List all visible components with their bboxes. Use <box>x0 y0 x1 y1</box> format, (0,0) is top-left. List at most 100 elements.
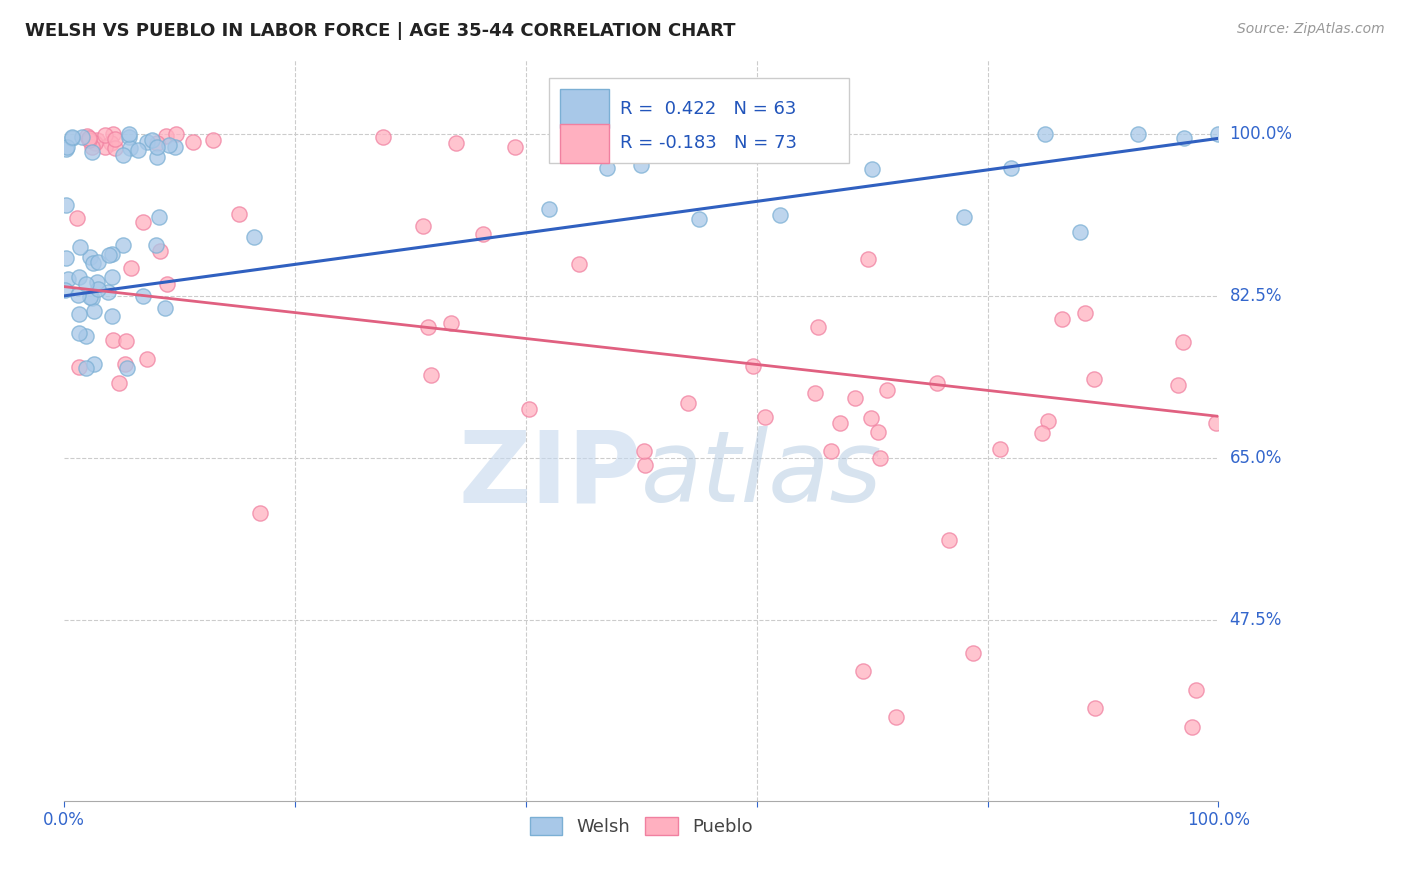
Point <box>56 272 79 286</box>
Point <box>146 140 169 154</box>
Point <box>537 202 560 216</box>
Point <box>927 376 949 390</box>
Point <box>1069 225 1091 239</box>
Point <box>155 128 177 143</box>
Point <box>136 351 159 366</box>
Point <box>1173 334 1195 349</box>
Text: WELSH VS PUEBLO IN LABOR FORCE | AGE 35-44 CORRELATION CHART: WELSH VS PUEBLO IN LABOR FORCE | AGE 35-… <box>25 22 735 40</box>
Point <box>120 261 142 276</box>
Point <box>807 320 830 334</box>
Point <box>55 251 77 265</box>
Point <box>876 384 898 398</box>
Point <box>77 131 100 145</box>
Point <box>804 386 827 401</box>
Point <box>82 140 104 154</box>
Point <box>165 127 187 141</box>
Point <box>148 244 170 258</box>
Point <box>114 334 136 348</box>
Point <box>76 128 98 143</box>
Point <box>101 309 124 323</box>
Point <box>1205 416 1227 430</box>
Point <box>860 411 883 425</box>
Point <box>97 248 120 262</box>
Point <box>97 285 120 300</box>
Point <box>118 128 141 142</box>
Point <box>118 141 141 155</box>
Text: 82.5%: 82.5% <box>1230 287 1282 305</box>
Point <box>1052 311 1074 326</box>
Point <box>132 288 155 302</box>
Point <box>1083 371 1105 385</box>
FancyBboxPatch shape <box>561 124 609 162</box>
Point <box>146 150 169 164</box>
Text: R = -0.183   N = 73: R = -0.183 N = 73 <box>620 135 797 153</box>
Text: Source: ZipAtlas.com: Source: ZipAtlas.com <box>1237 22 1385 37</box>
Text: R =  0.422   N = 63: R = 0.422 N = 63 <box>620 100 797 118</box>
Point <box>101 333 124 347</box>
Point <box>141 133 163 147</box>
FancyBboxPatch shape <box>561 89 609 128</box>
Point <box>55 198 77 212</box>
Point <box>55 283 77 297</box>
Point <box>83 358 105 372</box>
Point <box>1185 682 1208 697</box>
Point <box>1181 720 1204 734</box>
Point <box>111 238 134 252</box>
Point <box>86 275 108 289</box>
Point <box>118 130 141 145</box>
Point <box>1126 127 1149 141</box>
Point <box>953 211 976 225</box>
Point <box>416 320 439 334</box>
Point <box>70 129 93 144</box>
Point <box>100 136 122 150</box>
Point <box>373 130 395 145</box>
Point <box>860 162 883 177</box>
Point <box>938 533 960 548</box>
Point <box>93 140 115 154</box>
Point <box>56 140 79 154</box>
Point <box>136 135 159 149</box>
Point <box>114 357 136 371</box>
Point <box>55 142 77 156</box>
Point <box>1084 701 1107 715</box>
Point <box>412 219 434 233</box>
Point <box>145 238 167 252</box>
Point <box>249 506 271 520</box>
Point <box>988 442 1011 456</box>
Point <box>101 270 124 285</box>
Point <box>472 227 495 241</box>
Point <box>828 417 851 431</box>
Point <box>93 128 115 142</box>
Point <box>67 287 90 301</box>
Point <box>1074 306 1097 320</box>
Point <box>866 425 889 439</box>
Point <box>844 391 866 405</box>
Point <box>202 133 225 147</box>
Point <box>1173 130 1195 145</box>
Point <box>634 458 657 473</box>
Point <box>82 255 104 269</box>
Point <box>153 301 176 316</box>
Point <box>75 277 97 292</box>
Point <box>856 252 879 267</box>
Point <box>228 207 250 221</box>
Point <box>77 133 100 147</box>
Point <box>633 444 655 458</box>
Point <box>83 136 105 151</box>
Point <box>852 664 875 678</box>
Point <box>962 646 984 660</box>
Legend: Welsh, Pueblo: Welsh, Pueblo <box>520 808 762 846</box>
Point <box>67 359 90 374</box>
Point <box>156 277 179 291</box>
Point <box>66 211 89 226</box>
Point <box>869 451 891 466</box>
Point <box>595 161 617 176</box>
Point <box>439 316 461 330</box>
Point <box>127 144 149 158</box>
Point <box>886 710 908 724</box>
Point <box>146 136 169 150</box>
Point <box>86 255 108 269</box>
Point <box>243 230 266 244</box>
Point <box>742 359 765 374</box>
Point <box>1033 127 1056 141</box>
